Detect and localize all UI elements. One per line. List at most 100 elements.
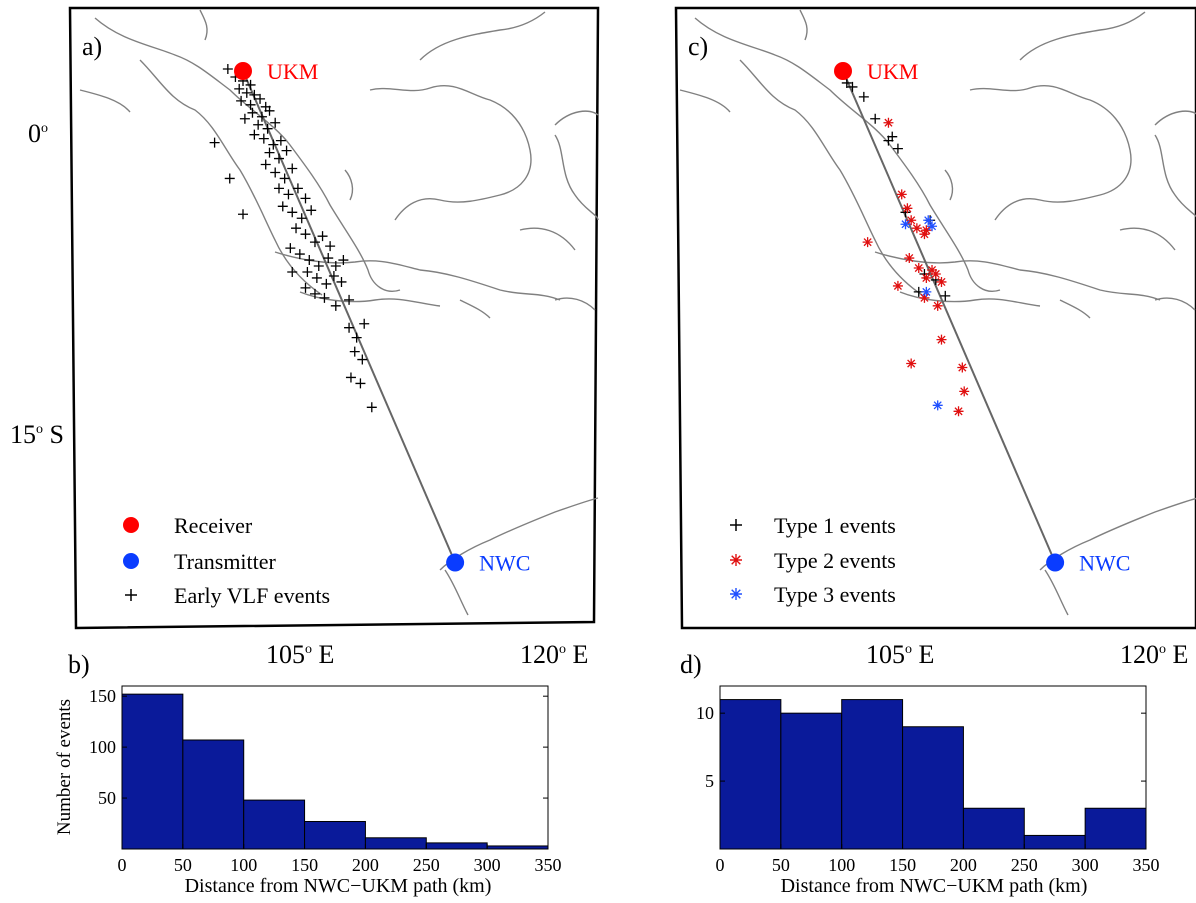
event-marker-plus — [309, 288, 320, 299]
event-marker-star — [932, 400, 943, 411]
hist-bar — [780, 712, 843, 850]
event-marker-plus — [317, 231, 328, 242]
event-marker-plus — [264, 105, 275, 116]
event-marker-star — [906, 358, 917, 369]
event-marker-plus — [258, 133, 269, 144]
event-marker-star — [932, 300, 943, 311]
event-marker-plus — [357, 354, 368, 365]
event-marker-plus — [224, 173, 235, 184]
x-tick-label: 250 — [413, 855, 440, 875]
x-tick-label: 300 — [1072, 855, 1099, 875]
event-marker-plus — [222, 64, 233, 75]
coastline-segment — [439, 497, 599, 571]
events-c — [841, 77, 970, 417]
hist-bar — [425, 842, 488, 850]
event-marker-plus — [325, 241, 336, 252]
event-marker-plus — [287, 163, 298, 174]
event-marker-star — [957, 362, 968, 373]
legend-transmitter-label: Transmitter — [174, 549, 277, 574]
event-marker-plus — [253, 119, 264, 130]
coastline-segment — [1154, 134, 1196, 218]
hist-bar — [304, 820, 366, 850]
x-tick-label: 200 — [950, 855, 977, 875]
event-marker-star — [921, 225, 932, 236]
x-tick-label: 100 — [828, 855, 855, 875]
event-marker-plus — [275, 135, 286, 146]
event-marker-star — [904, 253, 915, 264]
event-marker-plus — [300, 282, 311, 293]
hist-bar — [1023, 834, 1086, 850]
coastline-segment — [1019, 11, 1146, 61]
coastline-segment — [1119, 227, 1176, 251]
receiver-label-c: UKM — [867, 59, 918, 84]
event-marker-plus — [302, 266, 313, 277]
legend-event-label: Early VLF events — [174, 583, 330, 608]
event-marker-plus — [247, 107, 258, 118]
event-marker-plus — [262, 123, 273, 134]
x-tick-label: 200 — [352, 855, 379, 875]
event-marker-plus — [249, 89, 260, 100]
event-marker-plus — [264, 147, 275, 158]
hist-bar — [962, 807, 1025, 850]
map-c-frame — [674, 6, 1196, 630]
event-marker-plus — [306, 205, 317, 216]
event-marker-plus — [296, 213, 307, 224]
legend-type1-label: Type 1 events — [774, 513, 896, 538]
event-marker-star — [902, 203, 913, 214]
path-line-c — [842, 70, 1057, 563]
x-tick-label: 150 — [889, 855, 916, 875]
y-tick-label: 5 — [705, 771, 714, 791]
event-marker-star — [927, 221, 938, 232]
x-tick-label: 0 — [118, 855, 127, 875]
x-tick-label: 150 — [291, 855, 318, 875]
legend-type2-label: Type 2 events — [774, 548, 896, 573]
transmitter-marker-a — [446, 553, 465, 572]
event-marker-plus — [319, 292, 330, 303]
event-marker-plus — [887, 131, 898, 142]
coastline-segment — [874, 251, 1161, 301]
event-marker-star — [883, 117, 894, 128]
coastline-segment — [79, 89, 131, 113]
legend-type3-marker — [730, 588, 742, 600]
y-tick-label: 150 — [89, 686, 116, 706]
path-line-a — [242, 70, 457, 563]
hist-d-bars — [719, 699, 1147, 850]
event-marker-star — [906, 215, 917, 226]
lon-tick-120e-a: 120o E — [520, 640, 588, 669]
hist-bar — [182, 739, 245, 850]
hist-b-xlabel: Distance from NWC−UKM path (km) — [185, 875, 492, 897]
hist-d-axes-box — [719, 685, 1147, 850]
coastline-segment — [799, 9, 808, 41]
x-tick-label: 50 — [772, 855, 790, 875]
event-marker-plus — [260, 159, 271, 170]
coastline-segment — [554, 297, 596, 311]
x-tick-label: 250 — [1011, 855, 1038, 875]
event-marker-plus — [294, 249, 305, 260]
event-marker-star — [959, 386, 970, 397]
legend-c: Type 1 events Type 2 events Type 3 event… — [730, 513, 896, 607]
event-marker-plus — [309, 237, 320, 248]
map-a-frame — [68, 6, 600, 630]
event-marker-plus — [281, 145, 292, 156]
y-tick-label: 10 — [696, 703, 714, 723]
legend-type2-marker — [730, 554, 742, 566]
event-marker-plus — [273, 183, 284, 194]
event-marker-star — [927, 265, 938, 275]
lat-tick-15s-a: 15o S — [10, 420, 64, 449]
hist-b-bars — [121, 693, 549, 850]
legend-transmitter-marker — [123, 553, 139, 569]
hist-b-axes-box — [121, 685, 549, 850]
legend-event-marker — [125, 589, 137, 601]
legend-a: Receiver Transmitter Early VLF events — [123, 513, 330, 608]
event-marker-star — [923, 215, 934, 226]
coastline-segment — [369, 85, 532, 221]
map-panel-c: c) 105o E 120o E UKM NWC Type 1 events T… — [674, 6, 1196, 669]
y-tick-label: 50 — [98, 788, 116, 808]
series-early-vlf-events — [209, 64, 377, 413]
event-marker-plus — [236, 95, 247, 106]
event-marker-plus — [330, 261, 341, 272]
event-marker-plus — [283, 189, 294, 200]
y-tick-label: 100 — [89, 737, 116, 757]
hist-bar — [719, 699, 782, 850]
event-marker-plus — [270, 167, 281, 178]
